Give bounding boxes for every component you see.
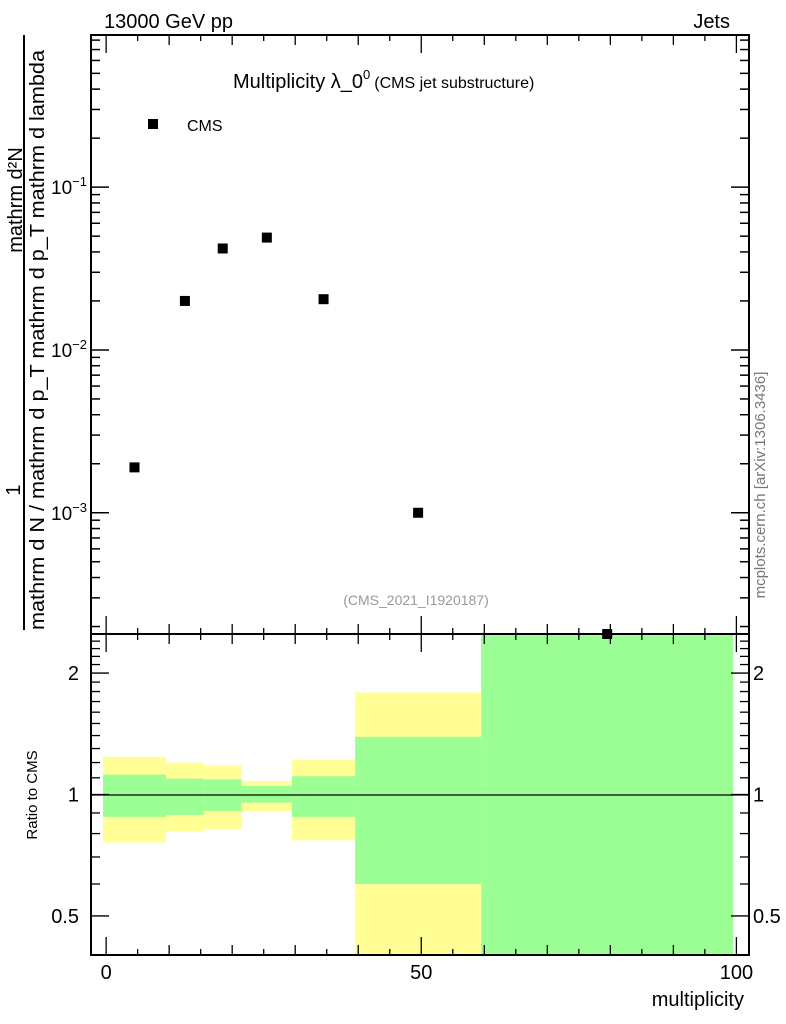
data-point-3 xyxy=(261,232,272,243)
ratio-y-tick-label-right-0: 0.5 xyxy=(753,906,781,928)
ylabel-numerator: mathrm d²N xyxy=(5,147,27,253)
upper-ylabel: 1 mathrm d²N mathrm d N / mathrm d p_T m… xyxy=(3,35,49,630)
ratio-y-tick-label-left-0: 0.5 xyxy=(51,906,79,928)
data-point-0 xyxy=(129,462,140,473)
analysis-label: (CMS_2021_I1920187) xyxy=(343,592,489,608)
inner-band-1 xyxy=(166,778,204,815)
upper-axis-ticks: 10−1 10−2 10−3 xyxy=(51,39,749,628)
data-point-4 xyxy=(318,294,329,305)
data-point-2 xyxy=(217,243,228,254)
ratio-y-tick-label-left-2: 2 xyxy=(68,663,79,685)
data-points xyxy=(129,232,613,639)
lower-axis-ticks: 0 50 100 0.5 0.5 1 1 2 2 xyxy=(51,35,781,984)
ratio-ylabel: Ratio to CMS xyxy=(24,750,41,839)
ratio-y-tick-label-right-2: 2 xyxy=(753,663,764,685)
ratio-y-tick-label-left-1: 1 xyxy=(68,785,79,807)
header-left: 13000 GeV pp xyxy=(104,11,233,33)
inner-band-4 xyxy=(292,776,356,817)
header-right: Jets xyxy=(693,11,730,33)
data-point-1 xyxy=(179,295,190,306)
ylabel-one: 1 xyxy=(3,484,25,495)
x-tick-label-2: 100 xyxy=(720,962,753,984)
y-tick-label-0: 10−1 xyxy=(51,174,87,199)
chart-subtitle: (CMS jet substructure) xyxy=(374,75,534,92)
y-tick-label-2: 10−3 xyxy=(51,500,87,525)
title-superscript: 0 xyxy=(363,67,370,82)
ylabel-denominator: mathrm d N / mathrm d p_T mathrm d p_T m… xyxy=(27,49,49,630)
x-tick-label-0: 0 xyxy=(101,962,112,984)
x-axis-label: multiplicity xyxy=(652,989,744,1011)
x-tick-label-1: 50 xyxy=(410,962,432,984)
inner-band-3 xyxy=(241,785,293,803)
inner-band-0 xyxy=(102,774,167,817)
legend-marker xyxy=(148,119,158,129)
legend-label: CMS xyxy=(187,118,223,135)
inner-band-5 xyxy=(355,736,482,884)
ratio-y-tick-label-right-1: 1 xyxy=(753,785,764,807)
y-tick-label-1: 10−2 xyxy=(51,337,87,362)
side-label: mcplots.cern.ch [arXiv:1306.3436] xyxy=(752,372,769,599)
data-point-5 xyxy=(413,507,424,518)
chart-title: Multiplicity λ_00(CMS jet substructure) xyxy=(233,67,534,93)
